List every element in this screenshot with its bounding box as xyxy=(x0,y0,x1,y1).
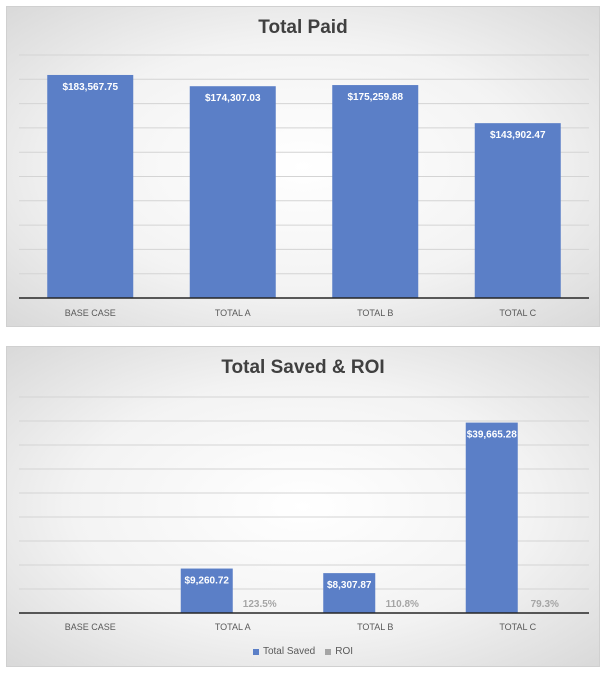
category-label: TOTAL C xyxy=(499,308,536,318)
category-label: BASE CASE xyxy=(65,308,116,318)
category-label: TOTAL A xyxy=(215,622,251,632)
category-label: TOTAL B xyxy=(357,308,393,318)
legend: Total Saved ROI xyxy=(7,646,599,657)
legend-swatch xyxy=(325,648,332,655)
category-label: TOTAL C xyxy=(499,622,536,632)
bar-total-saved xyxy=(323,573,376,613)
data-label: $175,259.88 xyxy=(347,92,403,103)
category-label: BASE CASE xyxy=(65,622,116,632)
bar xyxy=(47,74,134,299)
legend-label: ROI xyxy=(335,646,354,657)
data-label-roi: 123.5% xyxy=(243,599,277,610)
data-label: $183,567.75 xyxy=(62,82,118,93)
total-paid-plot: $183,567.75 BASE CASE $174,307.03 TOTAL A $1… xyxy=(19,54,589,318)
data-label: $9,260.72 xyxy=(185,576,230,587)
chart-title: Total Paid xyxy=(258,17,348,38)
total-paid-chart: Total Paid $183,567.75 BASE CASE $174,307.… xyxy=(6,6,600,327)
data-label: $39,665.28 xyxy=(467,430,517,441)
legend-label: Total Saved xyxy=(262,646,316,657)
bar xyxy=(189,86,276,299)
total-saved-roi-plot: BASE CASE $9,260.72 123.5% TOTAL A $8,307.87… xyxy=(19,396,589,632)
category-label: TOTAL B xyxy=(357,622,393,632)
data-label-roi: 79.3% xyxy=(531,599,559,610)
category-label: TOTAL A xyxy=(215,308,251,318)
legend-swatch xyxy=(252,648,259,655)
data-label: $174,307.03 xyxy=(205,93,261,104)
total-saved-roi-chart: Total Saved & ROI BASE CASE $9,260.72 123.… xyxy=(6,346,600,667)
legend-item-roi: ROI xyxy=(325,646,353,657)
bar-total-saved xyxy=(465,422,518,613)
chart-title: Total Saved & ROI xyxy=(221,357,385,378)
data-label: $8,307.87 xyxy=(327,580,372,591)
data-label: $143,902.47 xyxy=(490,130,546,141)
data-label-roi: 110.8% xyxy=(386,599,419,610)
bar-total-saved xyxy=(180,568,233,613)
legend-item-total-saved: Total Saved xyxy=(252,646,316,657)
bar xyxy=(332,85,419,299)
bar xyxy=(474,123,561,298)
